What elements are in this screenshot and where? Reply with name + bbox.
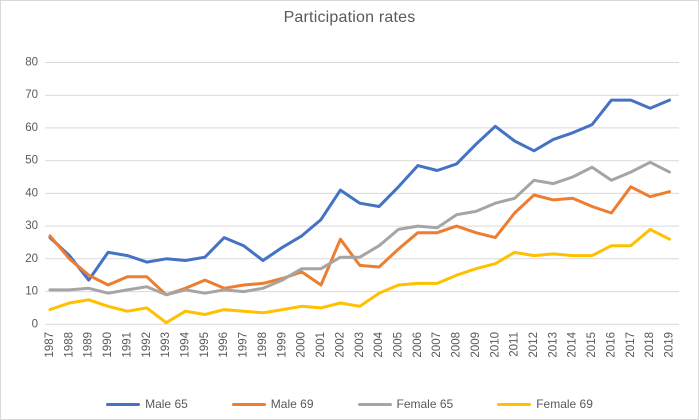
legend-label-male-69: Male 69 (270, 397, 314, 411)
series-line-male-65 (48, 98, 671, 282)
y-axis-tick-label: 30 (25, 220, 38, 232)
x-axis-tick-label: 1999 (276, 332, 288, 358)
x-axis-tick-label: 1990 (102, 332, 114, 358)
series-line-female-65 (48, 160, 671, 297)
x-axis-tick-label: 2015 (586, 332, 598, 358)
x-axis-tick-label: 1995 (199, 332, 211, 358)
x-axis-tick-label: 2009 (470, 332, 482, 358)
legend-item-male-65[interactable]: Male 65 (106, 397, 188, 411)
x-axis-tick-label: 2007 (431, 332, 443, 358)
series-line-male-69 (48, 185, 671, 297)
y-axis-tick-label: 20 (25, 253, 38, 265)
x-axis-tick-label: 2019 (664, 332, 676, 358)
x-axis-tick-label: 2002 (334, 332, 346, 358)
x-axis-tick-label: 2006 (412, 332, 424, 358)
x-axis-tick-label: 1997 (238, 332, 250, 358)
y-axis-tick-label: 10 (25, 286, 38, 298)
series-line-female-69 (48, 227, 671, 325)
legend-item-female-69[interactable]: Female 69 (497, 397, 593, 411)
y-axis-tick-label: 70 (25, 89, 38, 101)
y-axis-tick-label: 60 (25, 122, 38, 134)
legend: Male 65 Male 69 Female 65 Female 69 (1, 397, 698, 411)
x-axis-tick-label: 1993 (160, 332, 172, 358)
x-axis-tick-label: 2013 (547, 332, 559, 358)
x-axis-tick-label: 1996 (218, 332, 230, 358)
x-axis-tick-label: 1991 (121, 332, 133, 358)
x-axis-tick-label: 2016 (605, 332, 617, 358)
x-axis-tick-label: 2003 (354, 332, 366, 358)
x-axis-tick-label: 2000 (296, 332, 308, 358)
x-axis-tick-label: 1994 (180, 331, 192, 357)
x-axis-tick-label: 2004 (373, 331, 385, 357)
legend-label-female-69: Female 69 (536, 397, 593, 411)
x-axis-tick-label: 1989 (83, 332, 95, 358)
legend-label-male-65: Male 65 (145, 397, 188, 411)
x-axis-tick-label: 1998 (257, 332, 269, 358)
x-axis-tick-label: 2011 (509, 332, 521, 357)
y-axis-tick-label: 80 (25, 57, 38, 69)
x-axis-tick-label: 1987 (44, 332, 56, 358)
y-axis-tick-label: 0 (32, 318, 38, 330)
legend-label-female-65: Female 65 (396, 397, 454, 411)
legend-swatch-male-69 (231, 402, 266, 406)
x-axis-tick-label: 1992 (141, 332, 153, 358)
x-axis-tick-label: 2010 (489, 332, 501, 358)
y-axis-tick-label: 50 (25, 155, 38, 167)
x-axis-tick-label: 2018 (644, 332, 656, 358)
legend-item-female-65[interactable]: Female 65 (357, 397, 454, 411)
y-axis-tick-label: 40 (25, 187, 38, 199)
legend-swatch-female-65 (357, 402, 392, 406)
legend-swatch-female-69 (497, 402, 532, 406)
legend-item-male-69[interactable]: Male 69 (231, 397, 314, 411)
x-axis-tick-label: 2017 (625, 332, 637, 358)
x-axis-tick-label: 2001 (315, 332, 327, 358)
x-axis-tick-label: 2008 (451, 332, 463, 358)
x-axis-tick-label: 2014 (567, 331, 579, 357)
legend-swatch-male-65 (106, 402, 141, 406)
x-axis-tick-label: 2005 (393, 332, 405, 358)
x-axis-tick-label: 2012 (528, 332, 540, 358)
chart-title: Participation rates (283, 9, 416, 26)
x-axis-tick-label: 1988 (63, 332, 75, 358)
